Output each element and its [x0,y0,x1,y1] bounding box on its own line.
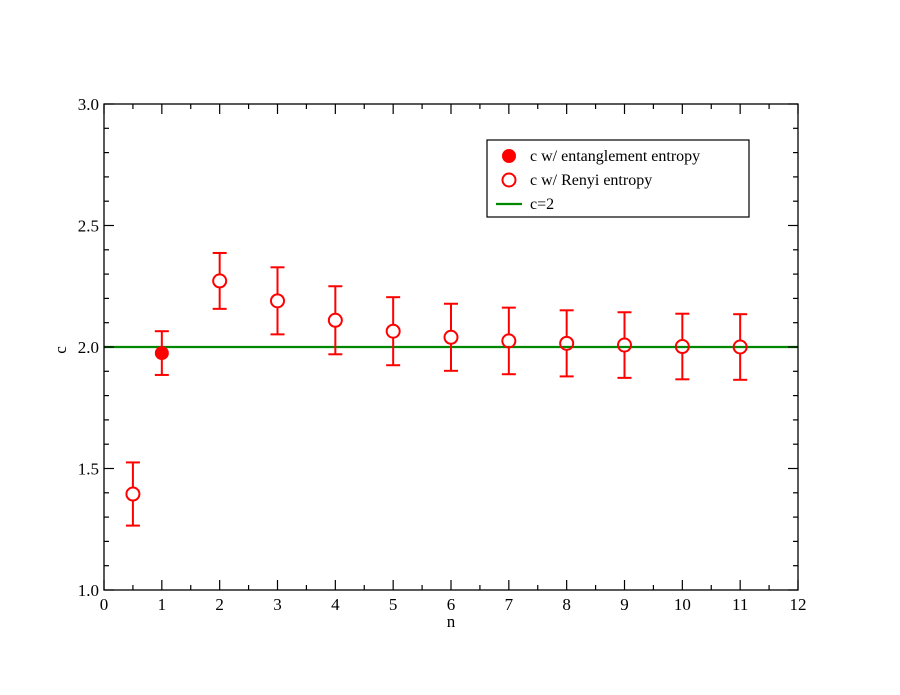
data-point [385,323,401,339]
x-tick-label: 8 [562,595,571,614]
y-tick-label: 3.0 [78,95,99,114]
legend-label: c w/ Renyi entropy [530,172,652,189]
data-point [559,335,575,351]
legend-label: c=2 [530,196,554,213]
data-point [617,337,632,353]
x-tick-label: 12 [790,595,807,614]
data-point [674,339,690,355]
legend-marker [501,172,517,188]
y-tick-label: 2.0 [78,338,99,357]
legend-marker [502,149,516,163]
y-tick-label: 1.0 [78,581,99,600]
x-tick-label: 3 [273,595,282,614]
data-point [443,329,459,345]
x-tick-label: 2 [215,595,224,614]
tick-labels: 0 1 2 3 4 5 6 7 8 9 10 11 121.01.52.02.53.0 [78,95,807,614]
data-point [125,486,141,502]
x-tick-label: 9 [620,595,629,614]
data-point [501,333,517,349]
legend: c w/ entanglement entropy c w/ Renyi entr… [486,139,750,218]
x-tick-label: 7 [505,595,514,614]
legend-box [486,139,750,218]
y-tick-label: 1.5 [78,460,99,479]
data-point [327,312,343,328]
data-point [270,293,285,309]
legend-label: c w/ entanglement entropy [530,148,700,165]
x-tick-label: 1 [158,595,167,614]
x-tick-label: 5 [389,595,398,614]
x-tick-label: 10 [674,595,691,614]
x-tick-label: 0 [100,595,109,614]
data-point [732,339,748,355]
x-tick-label: 11 [732,595,748,614]
plot-frame [103,103,799,591]
data-series [125,251,748,527]
y-axis-label: c [51,346,70,354]
y-tick-label: 2.5 [78,217,99,236]
x-axis-label: n [447,612,456,631]
data-point [154,346,169,361]
x-tick-label: 6 [447,595,456,614]
x-tick-label: 4 [331,595,340,614]
data-point [212,273,228,289]
